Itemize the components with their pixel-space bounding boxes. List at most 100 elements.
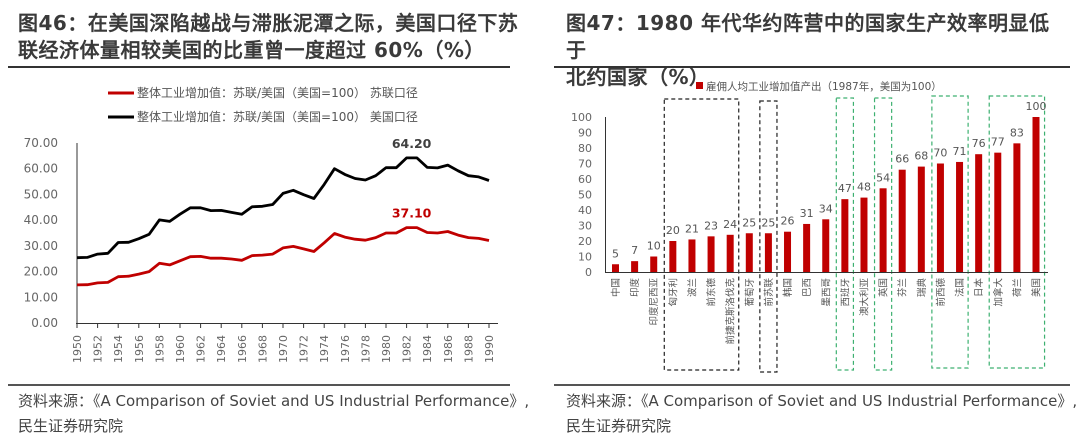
left-source-note: 资料来源：《A Comparison of Soviet and US Indu… [18, 389, 533, 439]
y-tick-label: 60 [578, 173, 592, 186]
category-label: 葡萄牙 [744, 278, 756, 307]
x-tick-label: 1958 [153, 335, 166, 363]
y-tick-label: 20.00 [24, 265, 58, 279]
bar [936, 163, 944, 272]
bar-value-label: 25 [761, 216, 775, 229]
bar-value-label: 20 [666, 224, 680, 237]
x-tick-label: 1956 [133, 335, 146, 363]
bar [956, 161, 964, 272]
category-label: 印度 [629, 278, 641, 298]
category-label: 前苏联 [763, 278, 775, 307]
x-tick-label: 1972 [298, 335, 311, 363]
left-title-line-1: 图46：在美国深陷越战与滞胀泥潭之际，美国口径下苏 [18, 11, 519, 35]
y-tick-label: 70.00 [24, 136, 58, 150]
legend-swatch-output [696, 82, 703, 89]
category-label: 日本 [973, 278, 985, 298]
y-tick-label: 60.00 [24, 162, 58, 176]
series-line-us [76, 156, 490, 260]
x-tick-label: 1960 [174, 335, 187, 363]
y-tick-label: 20 [578, 235, 592, 248]
peak-label-soviet: 37.10 [392, 206, 432, 221]
left-title-line-2: 联经济体量相较美国的比重曾一度超过 60%（%） [18, 38, 485, 62]
y-tick-label: 40 [578, 204, 592, 217]
right-source-line-2: 民生证券研究院 [566, 417, 672, 435]
nato-dashed-box [835, 97, 855, 371]
left-source-line-2: 民生证券研究院 [18, 417, 124, 435]
x-tick-label: 1968 [256, 335, 269, 363]
x-tick-label: 1966 [236, 335, 249, 363]
bar-value-label: 83 [1010, 126, 1024, 139]
category-label: 芬兰 [897, 278, 909, 297]
left-source-divider [8, 384, 510, 386]
right-title-line-2: 北约国家（%） [566, 65, 710, 89]
y-tick-label: 80 [578, 142, 592, 155]
category-label: 中国 [610, 278, 622, 297]
x-tick-label: 1974 [318, 335, 331, 363]
x-tick-label: 1984 [421, 335, 434, 363]
right-source-note: 资料来源：《A Comparison of Soviet and US Indu… [566, 389, 1080, 439]
legend-label-output: 雇佣人均工业增加值产出（1987年，美国为100） [706, 80, 942, 93]
peak-label-us: 64.20 [392, 136, 432, 151]
x-tick-label: 1964 [215, 335, 228, 363]
x-tick-label: 1982 [401, 335, 414, 363]
x-tick-label: 1978 [359, 335, 372, 363]
y-tick-label: 0.00 [31, 316, 58, 330]
bar-value-label: 21 [685, 222, 699, 235]
bar-value-label: 47 [838, 182, 852, 195]
nato-dashed-box [988, 95, 1046, 369]
bar-value-label: 34 [819, 202, 833, 215]
bar-value-label: 26 [781, 215, 795, 228]
x-tick-label: 1980 [380, 335, 393, 363]
category-label: 加拿大 [992, 278, 1004, 307]
bar-value-label: 5 [612, 247, 619, 260]
bar [898, 169, 906, 272]
category-label: 前捷克斯洛伐克 [725, 278, 737, 345]
left-figure-title: 图46：在美国深陷越战与滞胀泥潭之际，美国口径下苏 联经济体量相较美国的比重曾一… [18, 10, 523, 64]
bar [707, 236, 715, 272]
bar [1032, 117, 1040, 272]
bar-value-label: 100 [1026, 100, 1047, 113]
bar-value-label: 68 [914, 150, 928, 163]
y-tick-label: 30 [578, 220, 592, 233]
x-tick-label: 1976 [339, 335, 352, 363]
category-label: 英国 [878, 278, 890, 297]
bar [764, 233, 772, 272]
bar [994, 152, 1002, 272]
bar [803, 223, 811, 272]
bar [860, 197, 868, 272]
bar [1013, 143, 1021, 272]
x-tick-label: 1986 [442, 335, 455, 363]
bar [612, 264, 619, 272]
right-figure-title: 图47：1980 年代华约阵营中的国家生产效率明显低于 北约国家（%） [566, 10, 1066, 91]
bar-value-label: 7 [631, 244, 638, 257]
warsaw-pact-dashed-box [663, 98, 740, 371]
right-source-line-1: 资料来源：《A Comparison of Soviet and US Indu… [566, 392, 1078, 410]
category-label: 匈牙利 [667, 278, 679, 307]
category-label: 印度尼西亚 [648, 278, 660, 326]
bar-value-label: 10 [647, 240, 661, 253]
right-title-divider [554, 66, 1070, 68]
y-tick-label: 50.00 [24, 187, 58, 201]
x-tick-label: 1990 [483, 335, 496, 363]
y-tick-label: 10 [578, 251, 592, 264]
category-label: 澳大利亚 [858, 278, 870, 317]
bar [975, 154, 983, 272]
bar-value-label: 48 [857, 181, 871, 194]
category-label: 韩国 [782, 278, 794, 297]
bar-value-label: 66 [895, 153, 909, 166]
bar-value-label: 54 [876, 171, 890, 184]
category-label: 波兰 [686, 278, 698, 297]
y-tick-label: 30.00 [24, 239, 58, 253]
bar [784, 231, 792, 272]
x-tick-label: 1962 [195, 335, 208, 363]
legend-label-soviet: 整体工业增加值：苏联/美国（美国=100） 苏联口径 [137, 85, 418, 100]
x-tick-label: 1988 [462, 335, 475, 363]
left-source-line-1: 资料来源：《A Comparison of Soviet and US Indu… [18, 392, 530, 410]
bar-chart: 雇佣人均工业增加值产出（1987年，美国为100） 0 10 20 30 40 50 60 7… [571, 80, 1048, 373]
category-label: 法国 [954, 278, 966, 297]
warsaw-pact-dashed-box [759, 100, 778, 373]
right-source-divider [554, 384, 1070, 386]
bar [669, 241, 677, 272]
legend-label-us: 整体工业增加值：苏联/美国（美国=100） 美国口径 [137, 109, 418, 124]
bar-value-label: 71 [953, 145, 967, 158]
